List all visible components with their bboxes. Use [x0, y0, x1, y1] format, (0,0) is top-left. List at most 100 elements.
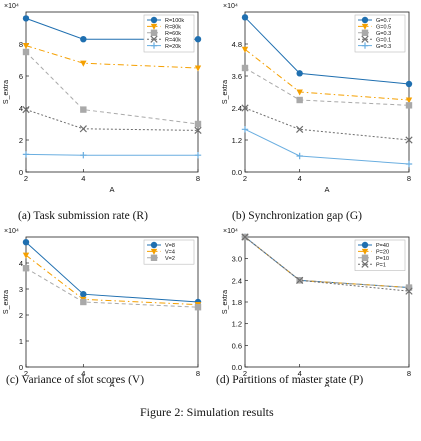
series-line — [244, 107, 410, 141]
x-tick-label: 2 — [243, 369, 247, 378]
y-axis-label: S_extra — [222, 80, 229, 104]
data-point — [80, 106, 87, 113]
legend-label: G=0.3 — [376, 44, 391, 50]
legend-marker — [361, 29, 369, 36]
chart-panel-c: ×10⁴ 0 1 2 3 4 2 4 8 A S_extra V=8V=4V=2 — [3, 228, 202, 389]
x-tick-label: 4 — [298, 369, 302, 378]
legend-marker — [361, 260, 369, 268]
data-point — [80, 60, 87, 67]
series-line — [244, 67, 410, 106]
x-axis-label: A — [324, 185, 329, 194]
series-1 — [241, 14, 413, 88]
x-tick-label: 4 — [298, 174, 302, 183]
y-tick-label: 8 — [19, 40, 23, 49]
legend: G=0.7G=0.5G=0.3G=0.1G=0.3 — [354, 14, 406, 53]
x-tick-label: 8 — [196, 369, 200, 378]
x-tick-label: 4 — [81, 174, 85, 183]
legend-marker — [361, 248, 369, 255]
series-3 — [22, 265, 202, 311]
legend-marker — [361, 23, 369, 30]
legend-label: R=60k — [165, 31, 181, 37]
y-tick-label: 0 — [19, 363, 23, 372]
data-point — [405, 102, 413, 109]
y-tick-label: 2 — [19, 136, 23, 145]
data-point — [296, 125, 304, 133]
y-tick-label: 3 — [19, 285, 23, 294]
plot-frame — [25, 11, 199, 173]
data-point — [22, 43, 30, 50]
data-point — [22, 252, 30, 259]
data-point — [296, 276, 304, 284]
legend-marker — [361, 241, 369, 249]
data-point — [194, 126, 202, 135]
series-line — [244, 236, 410, 289]
y-axis-label: S_extra — [3, 290, 10, 314]
series-line — [244, 48, 410, 101]
y-tick-label: 0.0 — [232, 363, 242, 372]
x-tick-label: 4 — [81, 369, 85, 378]
data-point — [405, 287, 413, 295]
exponent-label: ×10⁴ — [4, 3, 19, 10]
data-point — [241, 64, 249, 72]
y-tick-label: 2.4 — [232, 276, 242, 285]
legend-marker — [150, 23, 158, 30]
legend-marker — [150, 254, 158, 261]
legend-label: V=2 — [165, 256, 175, 262]
data-point — [194, 120, 202, 128]
data-point — [296, 96, 303, 104]
legend-marker — [150, 42, 158, 49]
legend-label: G=0.5 — [376, 25, 391, 31]
legend-label: G=0.3 — [376, 31, 391, 37]
legend-label: P=1 — [376, 262, 386, 268]
y-axis-label: S_extra — [222, 290, 229, 314]
data-point — [296, 70, 303, 77]
legend-marker — [150, 35, 158, 43]
x-tick-label: 8 — [407, 174, 411, 183]
data-point — [241, 126, 249, 133]
legend-label: P=40 — [376, 243, 389, 249]
series-2 — [22, 43, 202, 72]
data-point — [22, 239, 30, 246]
y-tick-label: 3.6 — [232, 72, 242, 81]
plot-frame — [244, 11, 410, 173]
legend-marker — [361, 42, 369, 49]
data-point — [194, 152, 202, 159]
legend-label: R=100k — [165, 18, 184, 24]
series-3 — [241, 64, 413, 109]
legend-marker — [150, 29, 158, 36]
x-tick-label: 8 — [407, 369, 411, 378]
legend-marker — [361, 16, 369, 24]
series-line — [244, 128, 410, 165]
y-tick-label: 1 — [19, 337, 23, 346]
exponent-label: ×10⁴ — [223, 228, 238, 235]
data-point — [80, 291, 87, 298]
legend-label: P=10 — [376, 256, 389, 262]
data-point — [80, 298, 87, 306]
series-5 — [22, 151, 202, 159]
legend-marker — [361, 254, 369, 261]
figure-caption: Figure 2: Simulation results — [140, 405, 274, 419]
legend-marker — [150, 241, 158, 249]
caption-panel-d: (d) Partitions of master state (P) — [216, 374, 364, 386]
legend-label: V=8 — [165, 243, 175, 249]
legend-label: R=40k — [165, 37, 181, 43]
legend-label: G=0.7 — [376, 18, 391, 24]
data-point — [22, 151, 30, 158]
y-tick-label: 1.8 — [232, 298, 242, 307]
data-point — [22, 48, 30, 56]
y-tick-label: 1.2 — [232, 320, 242, 329]
y-tick-label: 2.4 — [232, 104, 242, 113]
exponent-label: ×10⁴ — [223, 3, 238, 10]
caption-panel-a: (a) Task submission rate (R) — [18, 210, 148, 222]
chart-panel-d: ×10⁴ 0.0 0.6 1.2 1.8 2.4 3.0 2 4 8 A S_extra P=40P=2… — [222, 228, 413, 389]
exponent-label: ×10⁴ — [4, 228, 19, 235]
series-line — [25, 109, 199, 131]
data-point — [241, 104, 249, 112]
data-point — [296, 152, 303, 160]
data-point — [405, 160, 413, 168]
series-4 — [241, 233, 413, 295]
data-point — [405, 80, 413, 88]
